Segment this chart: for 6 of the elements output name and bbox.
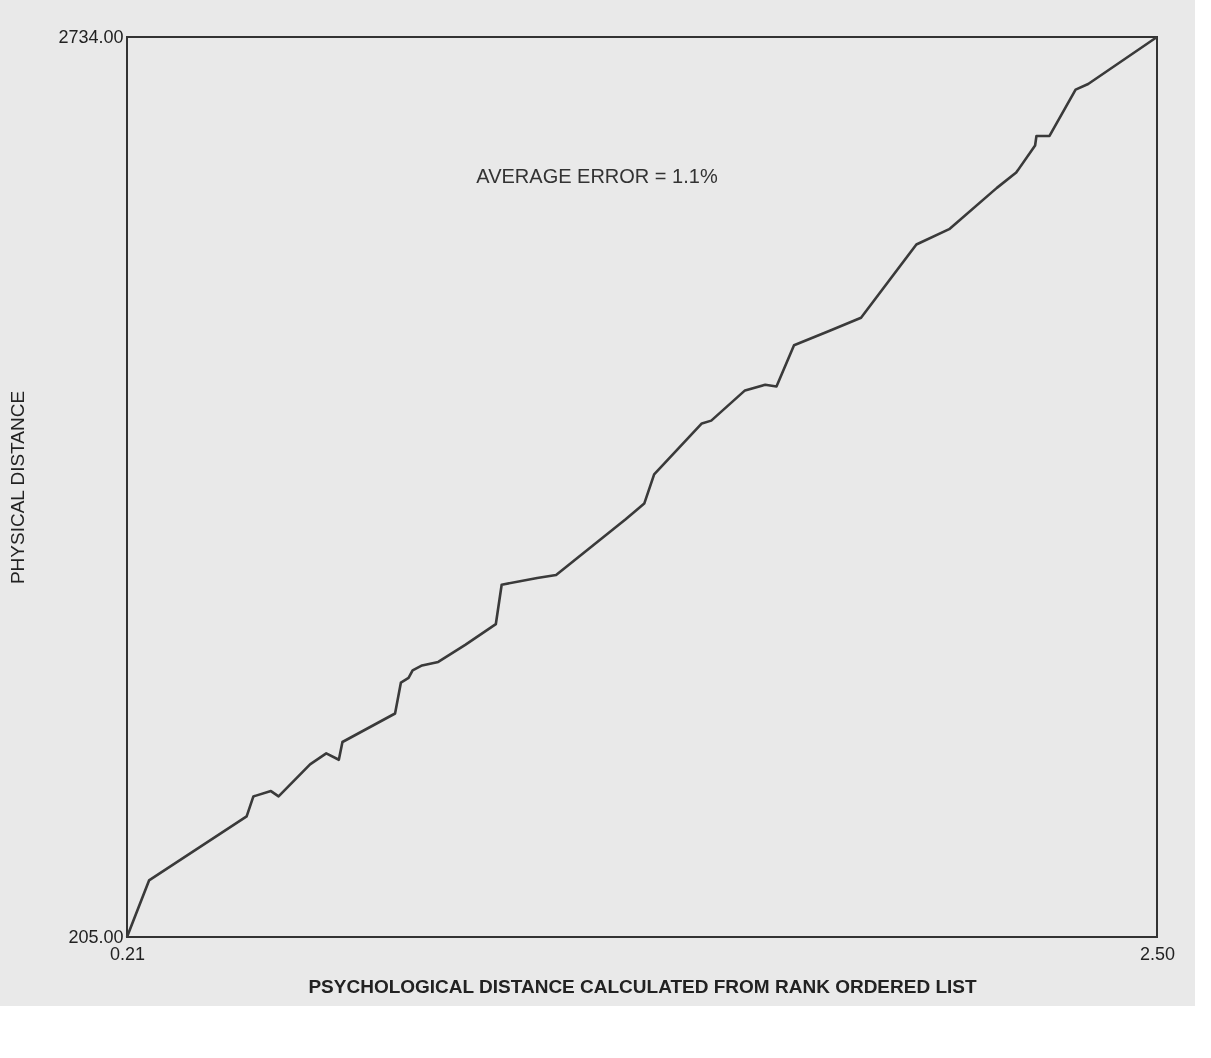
line-series [125,35,1159,939]
y-axis-title: PHYSICAL DISTANCE [7,390,29,585]
x-axis-title: PSYCHOLOGICAL DISTANCE CALCULATED FROM RANK ORDERED LIST [308,975,977,997]
y-tick-label: 2734.00 [58,26,124,47]
x-tick-label: 2.50 [1139,943,1176,964]
annotation: AVERAGE ERROR = 1.1% [476,165,718,187]
